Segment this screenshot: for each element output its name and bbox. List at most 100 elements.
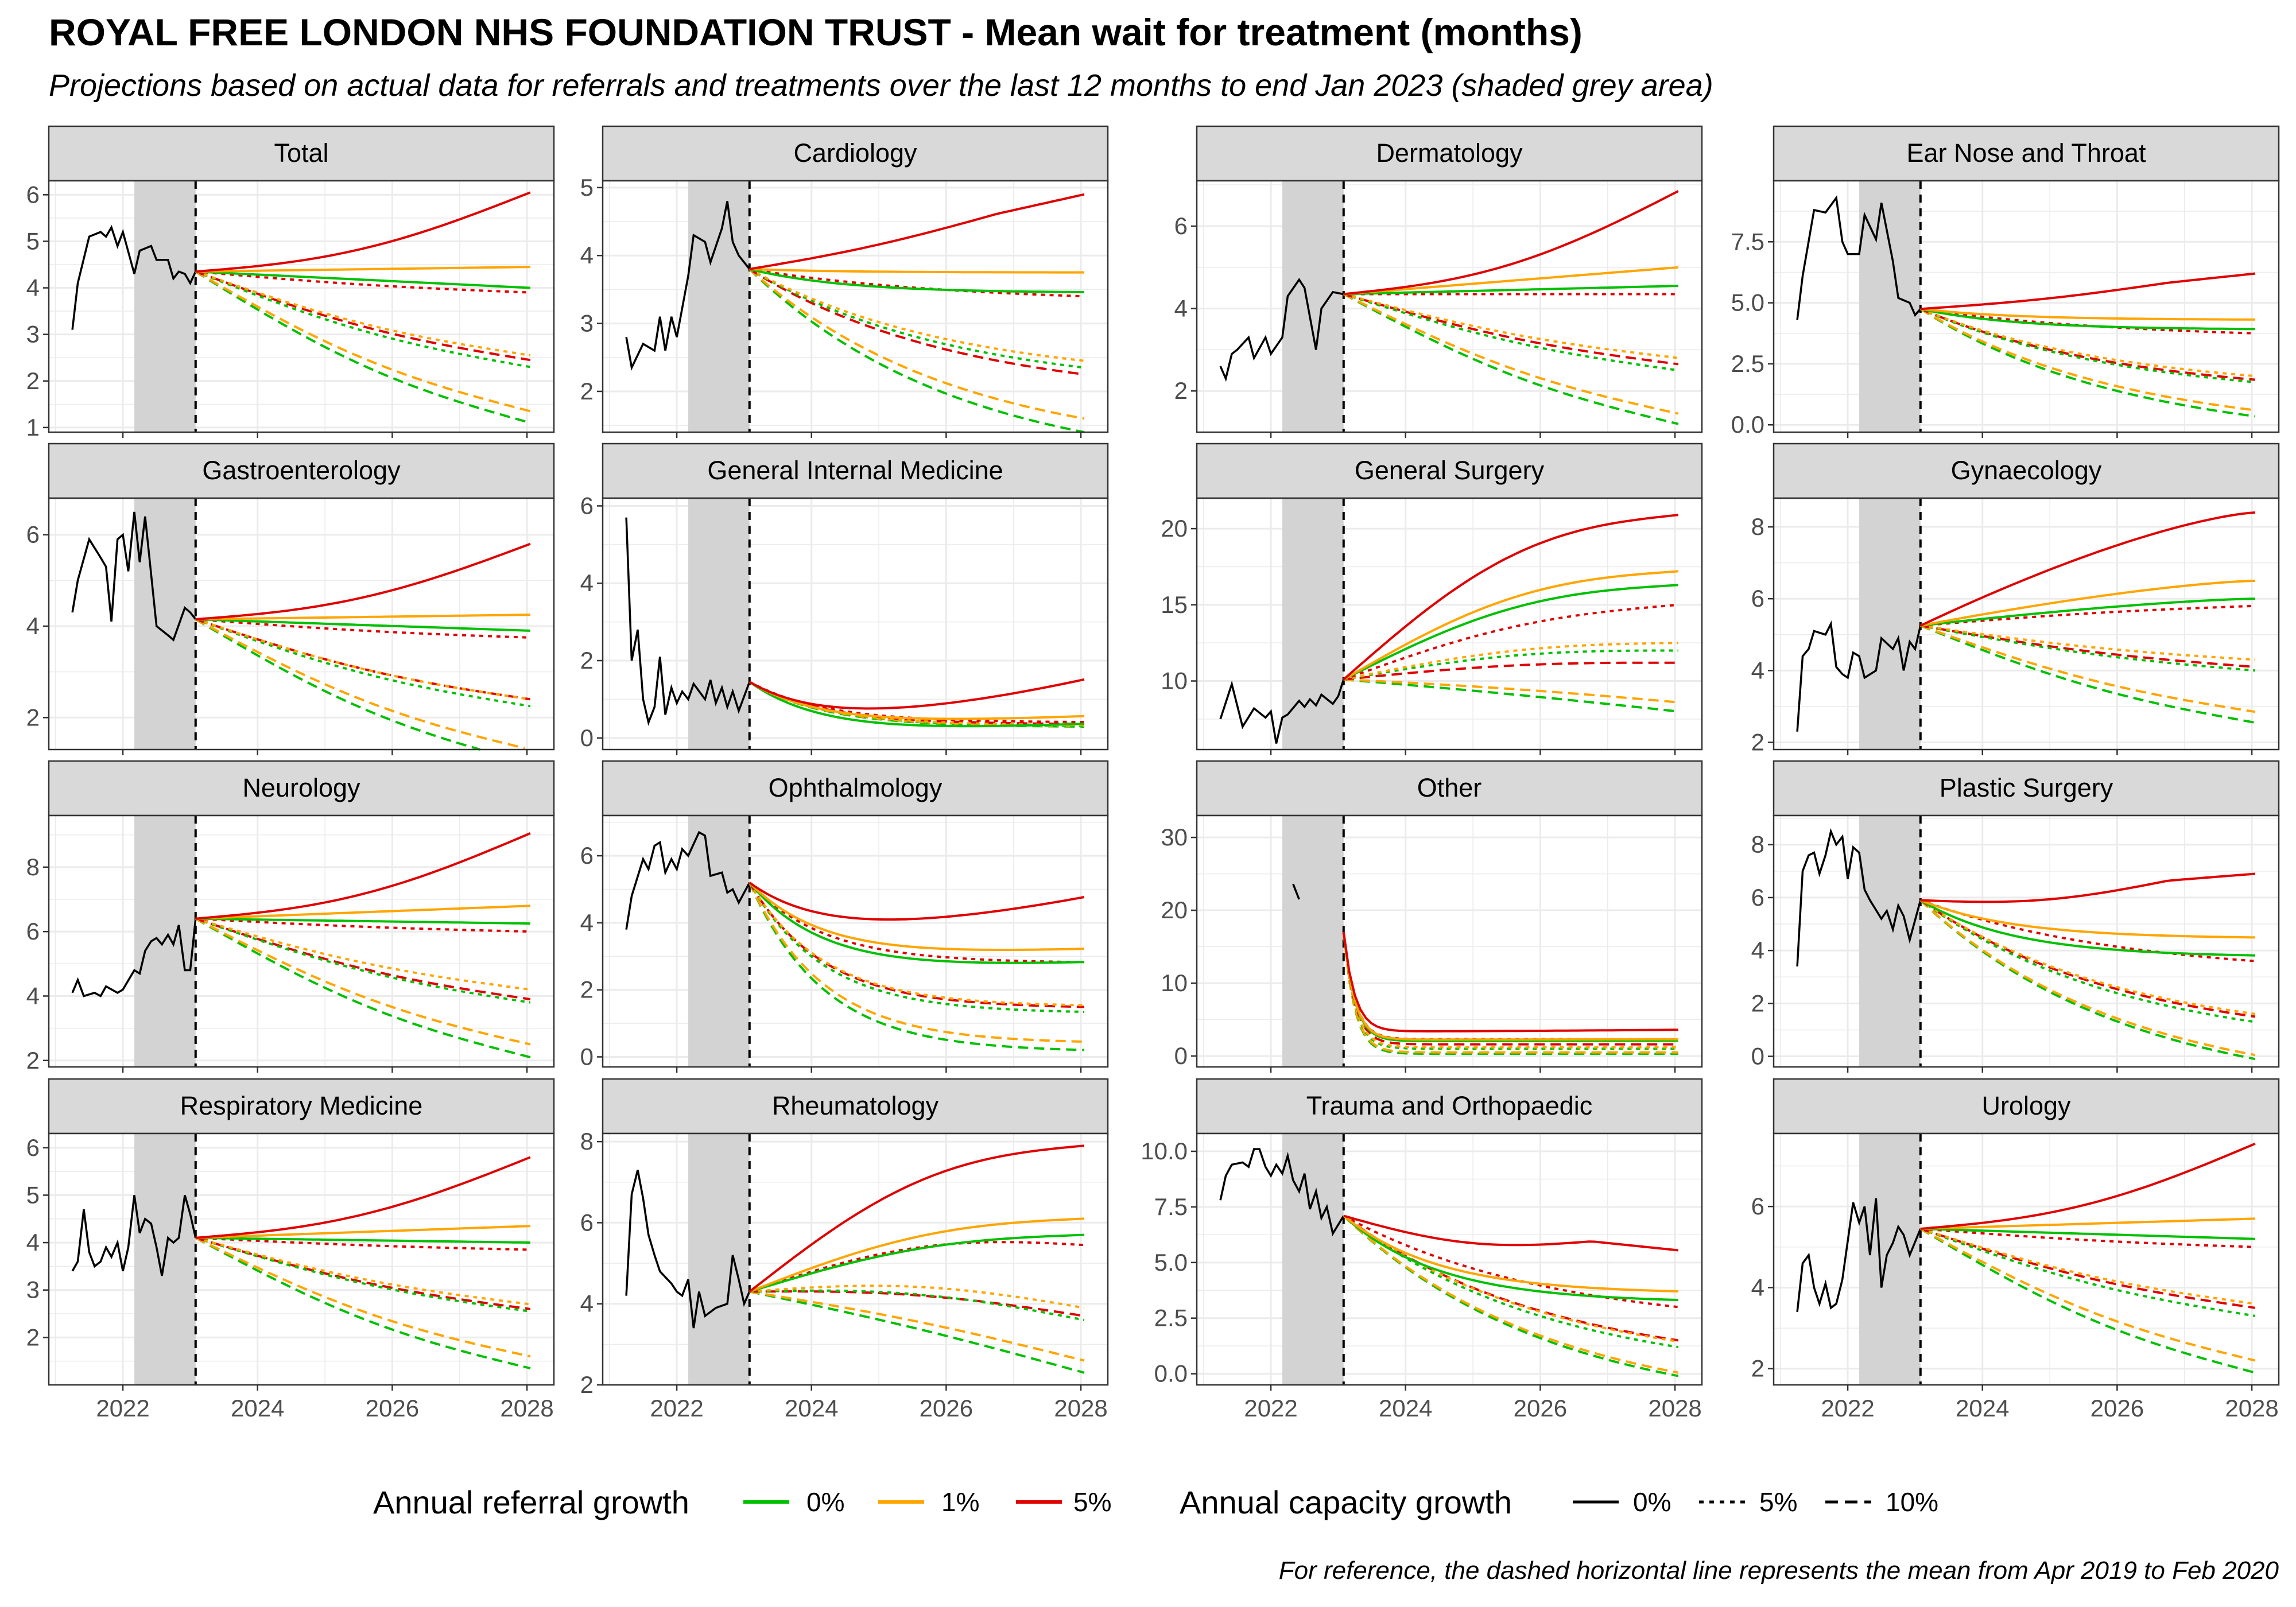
legend-label-referral-5: 5% <box>1073 1487 1111 1517</box>
projection-g1-cap5 <box>195 1236 531 1306</box>
projection-g0-cap5 <box>1342 931 1678 1050</box>
projection-g5-cap5 <box>1343 603 1679 681</box>
panel-border <box>48 814 555 1068</box>
panel-border <box>48 180 555 433</box>
projection-g5-cap0 <box>1920 872 2256 903</box>
projection-g1-cap0 <box>1920 899 2255 939</box>
strip-label: Urology <box>1981 1091 2071 1120</box>
strip-urology <box>1773 1078 2280 1135</box>
history-line <box>1796 828 1922 966</box>
projection-g5-cap0 <box>748 1144 1085 1293</box>
panel-neurology: Neurology 2 4 6 8 <box>26 760 555 1074</box>
y-tick-label: 4 <box>1751 657 1764 684</box>
strip-label: Dermatology <box>1376 138 1523 168</box>
shaded-period <box>688 181 750 432</box>
x-tick-label: 2022 <box>1821 1395 1874 1422</box>
projection-g0-cap10 <box>1342 931 1678 1055</box>
projection-g5-cap5 <box>1920 604 2255 627</box>
projection-g1-cap0 <box>748 882 1084 951</box>
panel-cardiology: Cardiology 2 3 4 5 <box>580 125 1109 438</box>
projection-g5-cap5 <box>749 1241 1085 1293</box>
projection-g1-cap0 <box>1920 1217 2255 1230</box>
chart-caption: For reference, the dashed horizontal lin… <box>1278 1556 2279 1585</box>
projection-g0-cap5 <box>1919 899 2256 1023</box>
y-tick-label: 10 <box>1161 667 1188 694</box>
panel-other: Other 0 10 20 30 <box>1161 760 1703 1073</box>
x-tick-label: 2024 <box>785 1395 838 1422</box>
x-tick-label: 2024 <box>1379 1395 1432 1422</box>
projection-g1-cap0 <box>1920 579 2255 627</box>
x-tick-label: 2026 <box>920 1395 973 1422</box>
projection-g5-cap10 <box>1343 661 1678 681</box>
history-line <box>1796 620 1922 732</box>
projection-g0-cap5 <box>748 882 1084 1013</box>
y-tick-label: 3 <box>26 321 40 348</box>
y-tick-label: 20 <box>1161 896 1188 923</box>
y-tick-label: 4 <box>1751 1274 1764 1301</box>
strip-label: General Internal Medicine <box>707 456 1003 485</box>
projection-g0-cap0 <box>195 618 530 632</box>
strip-label: Ophthalmology <box>769 773 943 802</box>
projection-g1-cap0 <box>1920 308 2255 321</box>
y-tick-label: 8 <box>580 1128 594 1155</box>
y-tick-label: 6 <box>1751 884 1764 911</box>
panel-border <box>1773 1132 2280 1386</box>
y-tick-label: 0 <box>1174 1042 1188 1069</box>
shaded-period <box>1859 498 1921 750</box>
panel-ear-nose-and-throat: Ear Nose and Throat 0.0 2.5 5.0 7.5 <box>1731 125 2280 438</box>
panel-general-internal-medicine: General Internal Medicine 0 2 4 6 <box>580 442 1109 755</box>
legend-title-capacity: Annual capacity growth <box>1180 1484 1512 1520</box>
strip-gastroenterology <box>48 442 555 499</box>
projection-g5-cap0 <box>748 678 1085 710</box>
strip-other <box>1196 760 1703 817</box>
strip-gynaecology <box>1773 442 2280 499</box>
projection-g0-cap5 <box>195 917 531 1004</box>
strip-trauma-and-orthopaedic <box>1196 1078 1703 1135</box>
y-tick-label: 2 <box>1174 377 1188 404</box>
projection-g0-cap0 <box>1920 308 2255 331</box>
history-line <box>1219 1148 1345 1237</box>
projection-g0-cap10 <box>195 270 531 424</box>
projection-g1-cap5 <box>195 917 531 991</box>
strip-label: Neurology <box>242 773 360 802</box>
projection-g1-cap5 <box>1342 931 1678 1049</box>
strip-general-surgery <box>1196 442 1703 499</box>
projection-g0-cap10 <box>195 618 481 751</box>
gridlines <box>1197 816 1702 1067</box>
strip-neurology <box>48 760 555 817</box>
projection-g0-cap0 <box>749 1233 1084 1293</box>
y-tick-label: 3 <box>580 310 594 337</box>
y-tick-label: 5 <box>580 174 594 201</box>
y-tick-label: 6 <box>26 918 40 945</box>
history-line <box>625 517 751 726</box>
x-tick-label: 2022 <box>1244 1395 1297 1422</box>
projection-g1-cap0 <box>1343 266 1679 296</box>
projection-g0-cap10 <box>749 1290 1085 1374</box>
projection-g0-cap10 <box>748 268 1085 433</box>
projection-g5-cap0 <box>748 882 1085 921</box>
projection-g0-cap0 <box>1920 1228 2255 1240</box>
x-tick-label: 2024 <box>1956 1395 2009 1422</box>
panel-border <box>602 180 1109 433</box>
projection-g5-cap10 <box>1919 899 2256 1018</box>
y-tick-label: 2 <box>26 1323 40 1350</box>
projection-g5-cap10 <box>195 1236 531 1310</box>
projection-g0-cap0 <box>195 270 531 289</box>
y-tick-label: 4 <box>26 982 40 1009</box>
projection-g1-cap0 <box>1343 1214 1678 1292</box>
facet-panels: Total 1 2 3 4 5 6 Cardiology 2 3 4 5 Dermatology 2 4 6 E… <box>26 125 2280 1422</box>
plot-area <box>1774 181 2279 432</box>
projection-g1-cap0 <box>195 905 530 920</box>
shaded-period <box>1282 498 1344 750</box>
panel-gastroenterology: Gastroenterology 2 4 6 <box>26 442 555 755</box>
gridlines <box>1197 181 1702 433</box>
y-tick-label: 5.0 <box>1154 1249 1188 1276</box>
projection-g1-cap10 <box>1343 1214 1679 1374</box>
strip-general-internal-medicine <box>602 442 1109 499</box>
projection-g1-cap0 <box>1343 570 1679 681</box>
strip-label: Respiratory Medicine <box>180 1091 423 1120</box>
panel-border <box>602 814 1109 1068</box>
strip-ear-nose-and-throat <box>1773 125 2280 182</box>
projection-g0-cap5 <box>195 1236 531 1313</box>
